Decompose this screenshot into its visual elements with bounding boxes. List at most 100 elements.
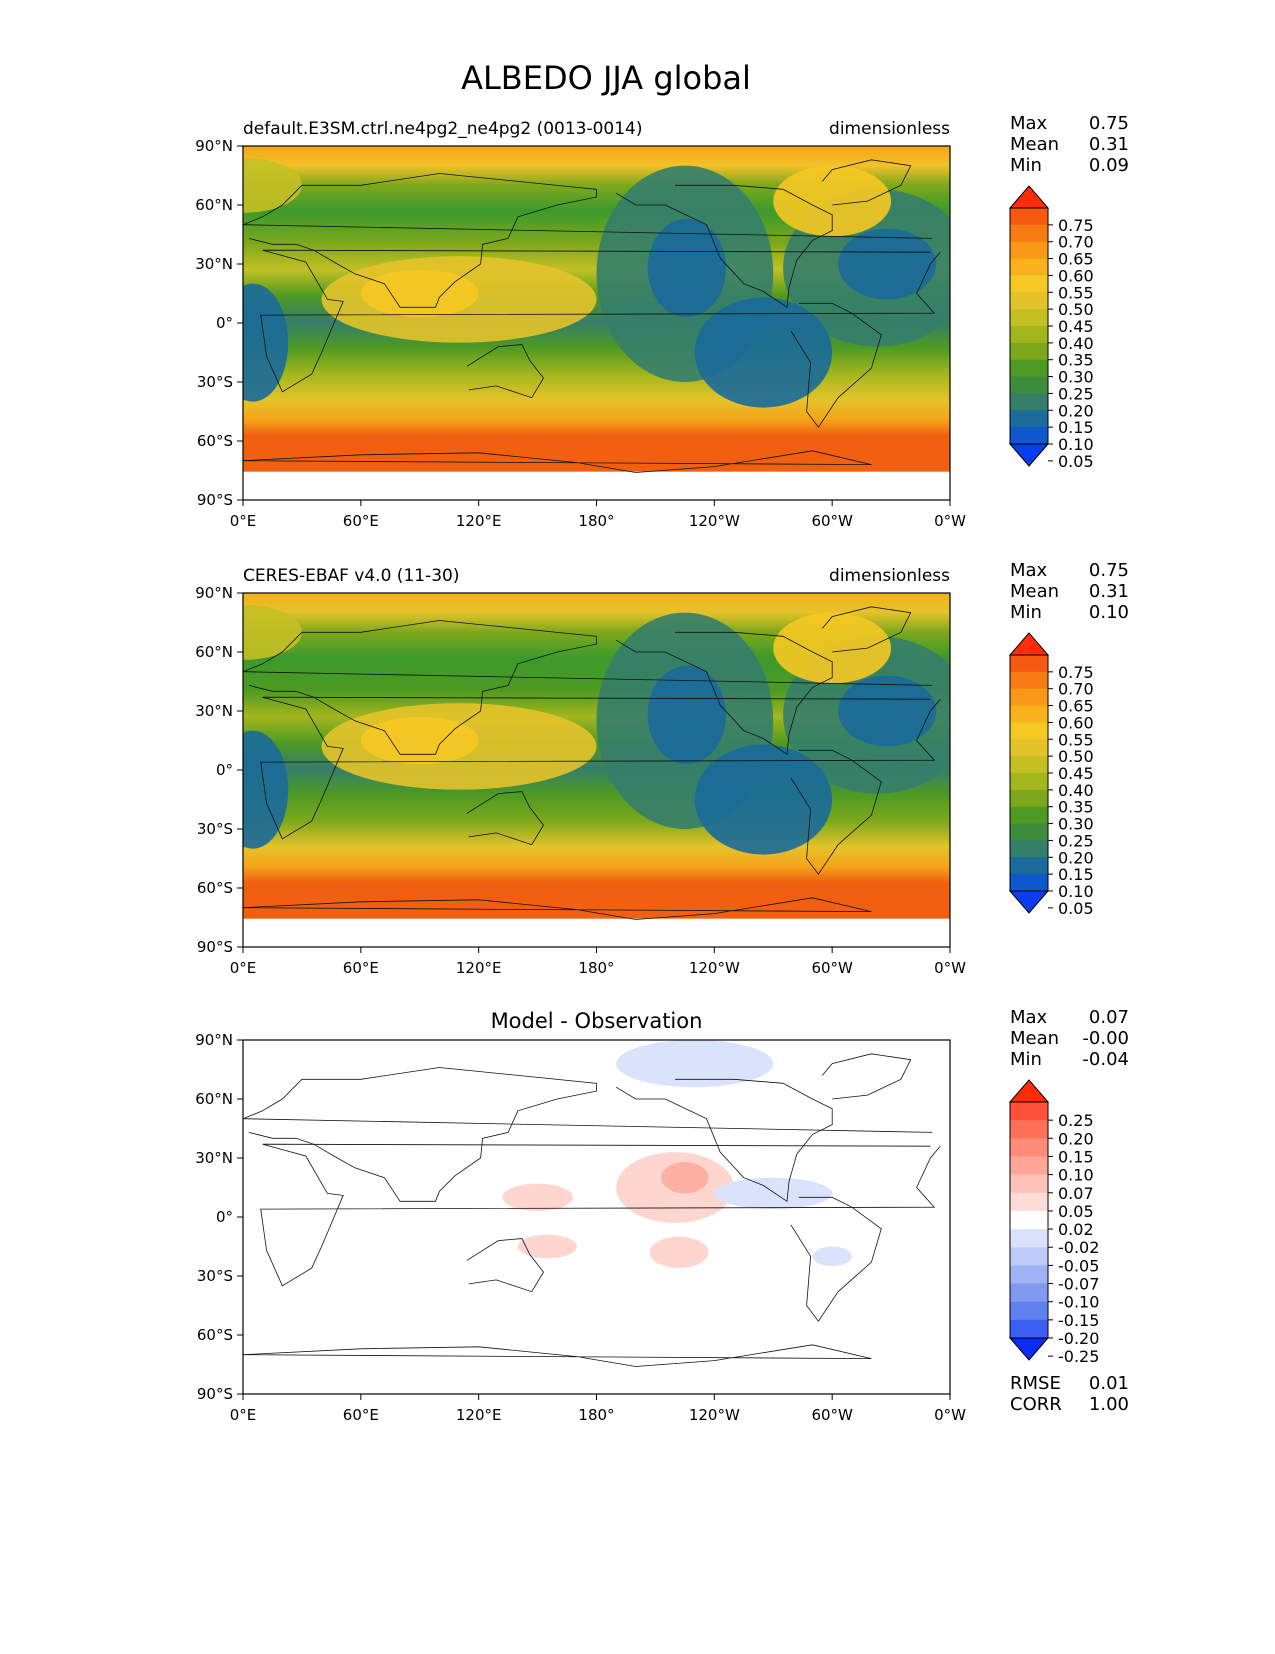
field-feature-2: [647, 665, 727, 765]
colorbar-segment: [1010, 671, 1048, 690]
colorbar-label: 0.15: [1058, 1147, 1094, 1166]
field-fill: [243, 1040, 950, 1394]
colorbar-label: 0.50: [1058, 300, 1094, 319]
field-feature-9: [773, 165, 892, 237]
colorbar-segment: [1010, 241, 1048, 260]
diff-feature-6: [714, 1177, 833, 1210]
colorbar-segment: [1010, 1102, 1048, 1121]
colorbar-segment: [1010, 359, 1048, 378]
field-feature-8: [360, 269, 479, 318]
x-tick-label: 60°W: [811, 959, 853, 977]
colorbar-segment: [1010, 773, 1048, 791]
colorbar-frame: [1009, 1101, 1049, 1339]
colorbar-segment: [1010, 1174, 1048, 1194]
field-feature-4: [838, 228, 937, 300]
colorbar-label: 0.05: [1058, 452, 1094, 471]
stat-label: Min: [1010, 155, 1042, 176]
x-tick-label: 60°W: [811, 1406, 853, 1424]
colorbar-segment: [1010, 1210, 1048, 1230]
coastline-1: [260, 1143, 941, 1287]
stat-value: 1.00: [1089, 1394, 1129, 1415]
colorbar-segment: [1010, 326, 1048, 344]
stat-value: 0.31: [1089, 134, 1129, 155]
colorbar: 0.250.200.150.100.070.050.02-0.02-0.05-0…: [1008, 1079, 1099, 1366]
field-feature-4: [838, 675, 937, 747]
colorbar-label: -0.10: [1058, 1293, 1099, 1312]
coastline-5: [790, 749, 882, 875]
field-feature-5: [694, 744, 833, 855]
y-tick-label: 0°: [216, 314, 233, 332]
stat-label: Min: [1010, 602, 1042, 623]
colorbar-label: 0.10: [1058, 435, 1094, 454]
coastline-5: [790, 302, 882, 428]
colorbar-segment: [1010, 1120, 1048, 1139]
figure-title: ALBEDO JJA global: [461, 59, 751, 97]
colorbar-label: 0.40: [1058, 334, 1094, 353]
y-tick-label: 30°S: [197, 820, 233, 838]
colorbar-label: 0.65: [1058, 250, 1094, 269]
x-tick-label: 0°W: [934, 959, 966, 977]
field-features: [243, 604, 950, 855]
coastline-3: [466, 791, 544, 846]
colorbar-segment: [1010, 806, 1048, 825]
coastline-3: [466, 344, 544, 399]
stat-value: 0.07: [1089, 1007, 1129, 1028]
colorbar-segment: [1010, 410, 1048, 428]
colorbar-segment: [1010, 1192, 1048, 1212]
field-feature-8: [360, 716, 479, 765]
stat-label: Max: [1010, 113, 1048, 134]
panel-title: Model - Observation: [491, 1009, 703, 1033]
colorbar-label: -0.15: [1058, 1311, 1099, 1330]
coastline-4: [615, 1078, 833, 1203]
colorbar-extend-max: [1008, 185, 1050, 209]
x-tick-label: 180°: [578, 1406, 614, 1424]
colorbar-label: 0.20: [1058, 1129, 1094, 1148]
stat-label: Mean: [1010, 581, 1059, 602]
colorbar-segment: [1010, 823, 1048, 841]
colorbar-segment: [1010, 789, 1048, 808]
stat-value: -0.00: [1082, 1028, 1129, 1049]
stat-value: -0.04: [1082, 1049, 1129, 1070]
colorbar-extend-max: [1008, 1079, 1050, 1103]
field-feature-9: [773, 612, 892, 684]
colorbar-segment: [1010, 1156, 1048, 1176]
colorbar-label: 0.50: [1058, 747, 1094, 766]
colorbar-label: 0.35: [1058, 351, 1094, 370]
colorbar-label: 0.20: [1058, 848, 1094, 867]
coastline-4: [615, 631, 833, 756]
coastline-6: [242, 1344, 872, 1367]
field-feature-10: [243, 157, 302, 213]
y-tick-label: 30°S: [197, 373, 233, 391]
colorbar-label: 0.40: [1058, 781, 1094, 800]
colorbar-label: 0.45: [1058, 764, 1094, 783]
x-tick-label: 120°E: [456, 959, 502, 977]
colorbar-extend-max: [1008, 632, 1050, 656]
x-tick-label: 0°E: [230, 959, 257, 977]
colorbar-segment: [1010, 292, 1048, 310]
y-tick-label: 0°: [216, 1208, 233, 1226]
colorbar-segment: [1010, 224, 1048, 243]
y-tick-label: 60°N: [195, 1090, 233, 1108]
colorbar-label: 0.35: [1058, 798, 1094, 817]
stat-label: Max: [1010, 560, 1048, 581]
x-tick-label: 60°E: [343, 512, 379, 530]
y-tick-label: 30°S: [197, 1267, 233, 1285]
y-tick-label: 60°S: [197, 879, 233, 897]
coastline-1: [260, 249, 941, 393]
coastline-6: [242, 450, 872, 473]
colorbar-label: -0.05: [1058, 1256, 1099, 1275]
colorbar-segment: [1010, 857, 1048, 875]
stat-value: 0.31: [1089, 581, 1129, 602]
x-tick-label: 180°: [578, 512, 614, 530]
colorbar-segment: [1010, 722, 1048, 740]
colorbar-label: 0.25: [1058, 384, 1094, 403]
stat-label: Mean: [1010, 1028, 1059, 1049]
colorbar-label: -0.02: [1058, 1238, 1099, 1257]
x-tick-label: 0°E: [230, 1406, 257, 1424]
coastline-7: [821, 1053, 912, 1100]
panel-units: dimensionless: [829, 119, 950, 139]
x-tick-label: 120°W: [689, 959, 740, 977]
diff-feature-2: [661, 1161, 709, 1194]
colorbar-segment: [1010, 1265, 1048, 1285]
